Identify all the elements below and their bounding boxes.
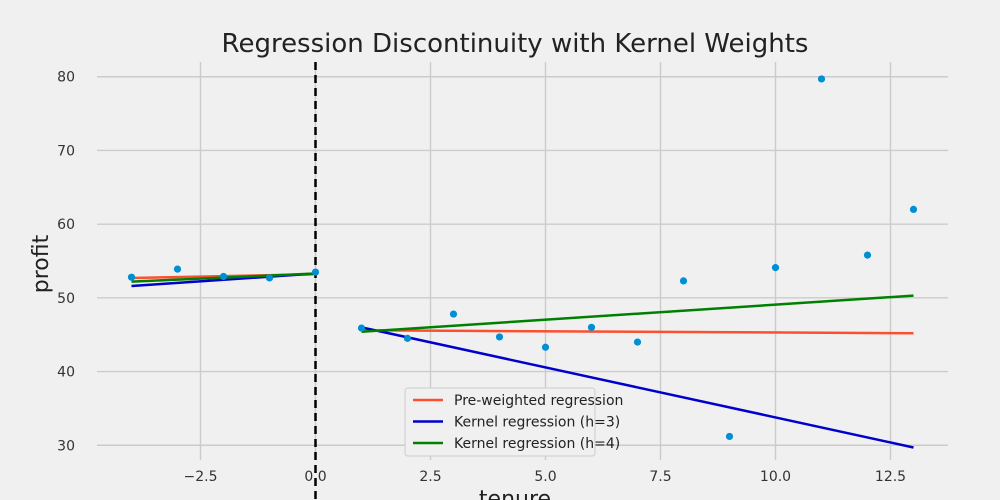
data-point [311, 268, 320, 276]
legend-label: Pre-weighted regression [454, 393, 623, 409]
data-point [863, 251, 872, 259]
y-tick-labels: 30 40 50 60 70 80 [57, 70, 75, 455]
data-point [679, 277, 688, 285]
data-point [909, 205, 918, 214]
data-point [633, 338, 642, 346]
data-point [127, 273, 136, 281]
data-point [403, 334, 412, 342]
data-point [173, 265, 182, 273]
y-tick-label: 60 [57, 217, 75, 233]
x-tick-label: 7.5 [649, 469, 671, 485]
x-tick-label: 2.5 [419, 469, 441, 485]
legend-label: Kernel regression (h=3) [454, 415, 620, 431]
data-point [495, 333, 504, 341]
x-tick-label: 10.0 [760, 469, 791, 485]
x-tick-label: 0.0 [304, 469, 326, 485]
data-point [449, 310, 458, 318]
data-points [127, 75, 918, 441]
data-point [771, 264, 780, 272]
y-tick-label: 70 [57, 143, 75, 159]
regression-lines [131, 272, 914, 449]
data-point [587, 323, 596, 331]
y-tick-label: 30 [57, 438, 75, 454]
data-point [725, 432, 734, 441]
x-tick-labels: −2.5 0.0 2.5 5.0 7.5 10.0 12.5 [184, 469, 907, 485]
data-point [817, 75, 826, 83]
data-point [357, 324, 366, 332]
series-line-2 [361, 326, 914, 449]
x-tick-label: 5.0 [534, 469, 556, 485]
legend: Pre-weighted regression Kernel regression… [404, 387, 623, 457]
y-axis-label: profit [29, 234, 54, 293]
x-tick-label: −2.5 [184, 469, 218, 485]
data-point [541, 343, 550, 351]
series-line-1 [361, 329, 914, 335]
y-tick-label: 50 [57, 291, 75, 307]
x-tick-label: 12.5 [875, 469, 906, 485]
data-point [265, 274, 274, 282]
x-axis-label: tenure [479, 487, 551, 500]
series-line-3 [361, 294, 914, 334]
data-point [219, 272, 228, 281]
legend-label: Kernel regression (h=4) [454, 436, 620, 452]
y-tick-label: 40 [57, 365, 75, 381]
y-tick-label: 80 [57, 70, 75, 86]
chart-title: Regression Discontinuity with Kernel Wei… [222, 29, 809, 59]
grid [97, 62, 948, 460]
legend-box [404, 387, 596, 457]
